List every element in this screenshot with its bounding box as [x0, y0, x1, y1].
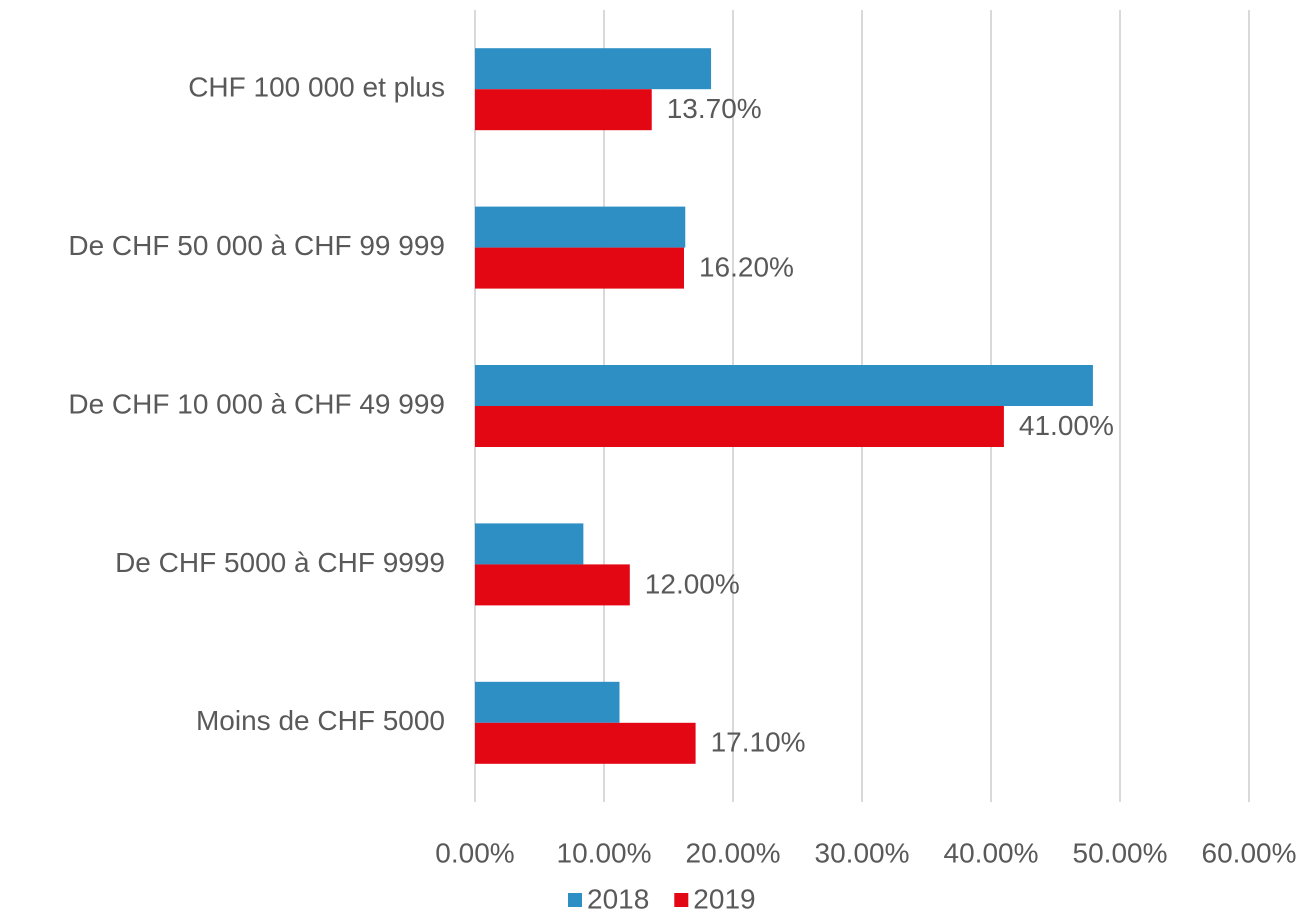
legend-swatch	[674, 893, 689, 907]
bar	[475, 48, 712, 90]
x-tick-label: 60.00%	[1202, 837, 1297, 868]
y-tick-label: De CHF 50 000 à CHF 99 999	[68, 230, 445, 261]
bar	[475, 681, 620, 723]
x-tick-label: 0.00%	[435, 837, 514, 868]
bar	[475, 722, 696, 764]
y-tick-label: Moins de CHF 5000	[196, 705, 445, 736]
bar	[475, 247, 684, 289]
x-tick-label: 50.00%	[1073, 837, 1168, 868]
data-label: 16.20%	[699, 251, 794, 282]
bar	[475, 564, 630, 606]
x-tick-label: 10.00%	[557, 837, 652, 868]
legend-swatch	[568, 893, 582, 907]
data-label: 12.00%	[645, 568, 740, 599]
bar	[475, 206, 686, 248]
legend-label: 2018	[587, 883, 649, 914]
x-tick-label: 30.00%	[815, 837, 910, 868]
bar	[475, 523, 584, 565]
y-tick-label: CHF 100 000 et plus	[188, 72, 445, 103]
y-tick-label: De CHF 5000 à CHF 9999	[115, 547, 445, 578]
y-tick-label: De CHF 10 000 à CHF 49 999	[68, 388, 445, 419]
bar	[475, 406, 1004, 447]
legend-label: 2019	[693, 883, 755, 914]
x-tick-label: 20.00%	[686, 837, 781, 868]
bar	[475, 89, 652, 131]
x-tick-label: 40.00%	[944, 837, 1039, 868]
data-label: 17.10%	[711, 727, 806, 758]
data-label: 41.00%	[1019, 410, 1114, 441]
data-label: 13.70%	[667, 93, 762, 124]
bar	[475, 365, 1093, 406]
